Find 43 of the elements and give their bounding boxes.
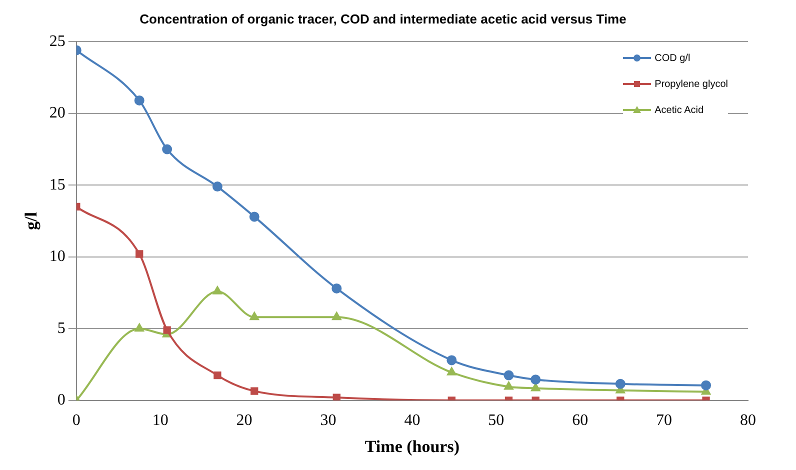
y-tick-label: 0	[57, 392, 66, 409]
y-tick-label: 5	[57, 320, 66, 337]
point	[447, 367, 456, 376]
legend-label: Acetic Acid	[654, 104, 704, 116]
point	[249, 212, 260, 222]
legend-label: Propylene glycol	[654, 78, 728, 90]
x-tick-label: 0	[72, 412, 80, 430]
y-axis-title: g/l	[22, 212, 41, 230]
y-tick-label: 25	[49, 32, 66, 50]
point	[332, 283, 342, 294]
x-tick-label: 70	[656, 412, 672, 430]
y-tick-label: 10	[49, 248, 66, 266]
point	[212, 286, 222, 294]
chart-title: Concentration of organic tracer, COD and intermediate acetic acid versus Time	[140, 11, 626, 26]
x-tick-label: 30	[320, 412, 336, 430]
y-tick-label: 20	[49, 104, 66, 122]
legend-label: COD g/l	[654, 52, 690, 64]
x-tick-label: 50	[488, 412, 504, 430]
point	[531, 383, 540, 392]
x-tick-label: 10	[152, 412, 168, 430]
point	[134, 324, 144, 332]
point	[504, 382, 514, 390]
point	[162, 144, 172, 154]
point	[446, 355, 457, 366]
point	[136, 250, 144, 258]
point	[615, 378, 626, 389]
point	[250, 312, 259, 320]
y-tick-label: 15	[49, 176, 66, 194]
x-tick-label: 40	[404, 412, 420, 430]
point	[332, 394, 340, 400]
point	[504, 370, 514, 380]
point	[212, 182, 222, 192]
point	[530, 374, 541, 385]
point	[214, 371, 222, 380]
point	[701, 380, 712, 390]
x-axis-title: Time (hours)	[364, 437, 460, 456]
point	[134, 95, 144, 106]
x-tick-label: 20	[236, 412, 252, 430]
point	[163, 326, 171, 334]
x-tick-label: 80	[740, 412, 756, 430]
point	[250, 387, 258, 395]
x-tick-label: 60	[572, 412, 588, 430]
point	[332, 312, 342, 320]
